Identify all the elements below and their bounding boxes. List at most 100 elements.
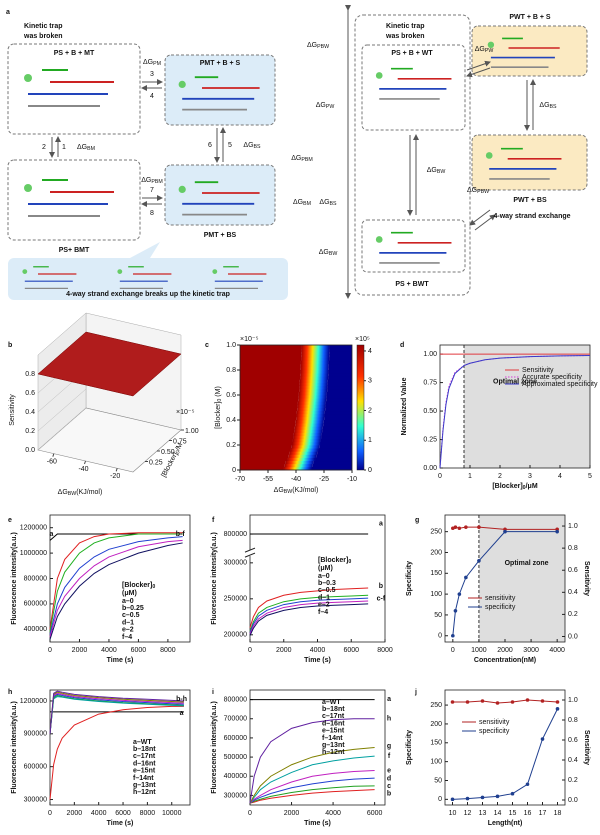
marker	[510, 791, 515, 796]
x-tick-label: 2	[498, 473, 502, 480]
marker	[525, 782, 530, 787]
marker	[451, 633, 455, 638]
heat-high	[240, 395, 299, 399]
multiplier: ×10⁻⁵	[240, 336, 259, 343]
y-tick-label: 200	[430, 549, 442, 556]
heat-transition	[289, 451, 318, 455]
heat-low	[324, 416, 352, 421]
panel-label: g	[415, 517, 419, 524]
y-axis-label: Fluorescence intensity(a.u.)	[11, 701, 18, 794]
heat-high	[240, 429, 295, 433]
z-tick-label: 0.0	[25, 447, 35, 454]
energy-label-part: ΔG	[427, 167, 437, 174]
y2-tick-label: 0.4	[568, 757, 578, 764]
annotation: a	[49, 531, 53, 538]
y-axis-label: [Blocker]0 (M)	[215, 386, 224, 429]
heat-transition	[299, 388, 328, 393]
x-axis-label-part: 0	[523, 485, 526, 491]
legend-label: b–18nt	[322, 706, 345, 713]
heat-high	[240, 457, 288, 462]
shaded-zone	[464, 345, 590, 468]
note: Kinetic trap	[24, 23, 63, 30]
annotation: e	[387, 767, 391, 774]
y-tick-label: 250	[430, 702, 442, 709]
marker	[555, 529, 559, 534]
energy-label-part: PBW	[477, 189, 489, 195]
colorbar-tick-label: 2	[368, 407, 372, 414]
state-label: PS + BWT	[395, 281, 429, 288]
marker	[453, 525, 458, 529]
energy-label: ΔGPW	[475, 46, 494, 55]
heat-transition	[293, 435, 322, 440]
legend-label: c–0.5	[122, 612, 140, 619]
legend-label: c–17nt	[322, 713, 345, 720]
legend-label: f–4	[122, 634, 132, 641]
legend-label: e–15nt	[133, 768, 156, 775]
plot-frame	[439, 344, 591, 469]
heat-low	[329, 348, 352, 352]
heat-transition	[287, 457, 316, 462]
axis-energy-label-part: ΔG	[319, 249, 329, 256]
heat-high	[240, 348, 302, 352]
x-axis-label: ΔGBW(KJ/mol)	[274, 487, 319, 496]
annotation: b	[379, 583, 383, 590]
heat-low	[328, 373, 352, 377]
step-label: 6	[208, 142, 212, 149]
y-axis-label: Specificity	[406, 561, 413, 596]
heat-high	[240, 448, 291, 452]
heat-transition	[301, 351, 330, 355]
energy-label-part: PM	[153, 61, 161, 67]
energy-label: ΔGBS	[539, 102, 557, 111]
heat-low	[322, 429, 352, 433]
colorbar-tick-label: 1	[368, 437, 372, 444]
x-tick-label: 4000	[91, 810, 107, 817]
heat-transition	[288, 454, 317, 458]
marker	[465, 796, 470, 801]
y-axis-label: [Blocker]0/M	[160, 442, 185, 480]
energy-label: ΔGBS	[243, 142, 261, 151]
x-tick-label: 16	[524, 810, 532, 817]
y-tick-label: 150	[430, 740, 442, 747]
shaded-zone	[478, 515, 565, 642]
y-tick-label: 1.00	[185, 428, 199, 435]
z-tick-label: 0.2	[25, 428, 35, 435]
x-tick-label: 0	[451, 647, 455, 654]
y-tick-label: 500000	[224, 754, 247, 761]
x-tick-label: 4000	[101, 647, 117, 654]
x-tick-label: 8000	[140, 810, 156, 817]
heat-low	[325, 401, 352, 405]
annotation: Optimal zone	[493, 379, 537, 386]
y-tick-label: 0.8	[226, 367, 236, 374]
y-tick-label: 0	[232, 467, 236, 474]
marker	[450, 700, 455, 704]
heat-transition	[292, 441, 321, 446]
y-tick-label: 200000	[224, 632, 247, 639]
x-tick-label: 2000	[276, 647, 292, 654]
axis-energy-label-part: PW	[326, 104, 335, 110]
axis-energy-label-part: BS	[330, 201, 338, 207]
x-tick-label: 0	[248, 647, 252, 654]
legend-label: g–13nt	[322, 742, 345, 749]
heat-transition	[291, 445, 320, 449]
marker	[510, 700, 515, 704]
marker	[495, 794, 500, 799]
heat-transition	[297, 407, 326, 412]
legend-label: b–0.3	[318, 580, 336, 587]
x-tick-label: 6000	[115, 810, 131, 817]
y-tick-label: 150	[430, 570, 442, 577]
x-tick-label: 6000	[343, 647, 359, 654]
heat-high	[240, 376, 301, 380]
marker	[540, 699, 545, 703]
annotation: b	[387, 790, 391, 797]
x-axis-label: Concentration(nM)	[474, 657, 536, 664]
heat-low	[327, 382, 352, 387]
colorbar-multiplier: ×10⁵	[355, 336, 370, 343]
heat-high	[240, 382, 300, 387]
z-tick-label: 0.4	[25, 409, 35, 416]
x-axis-label-part: BW	[284, 489, 293, 495]
heat-low	[317, 451, 352, 455]
x-axis-label: Time (s)	[304, 657, 331, 664]
marker	[503, 529, 507, 534]
heat-low	[313, 460, 352, 465]
